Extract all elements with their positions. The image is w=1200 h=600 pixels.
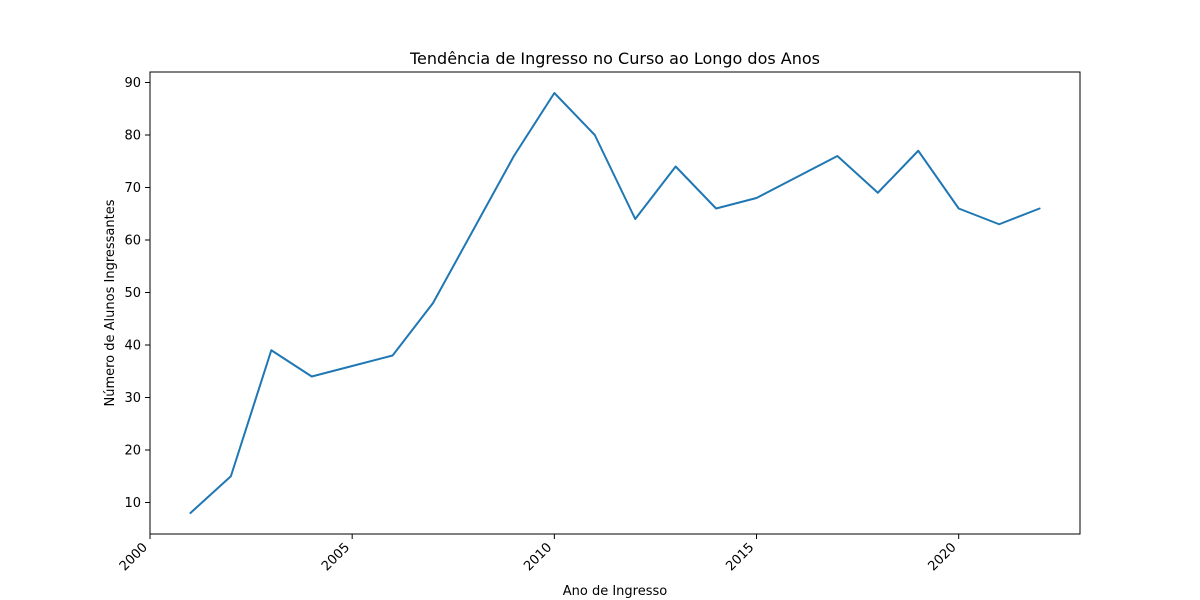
y-axis-ticks: 10 20 30 40 50 60 70 80 90 [124, 76, 150, 511]
plot-area [189, 92, 1041, 514]
y-tick-label: 50 [124, 286, 141, 301]
y-tick-label: 90 [124, 76, 141, 91]
y-tick-label: 30 [124, 391, 141, 406]
y-tick-label: 20 [124, 444, 141, 459]
series-line-0 [189, 92, 1041, 514]
y-tick-label: 80 [124, 129, 141, 144]
plot-frame [149, 71, 1081, 535]
chart-title: Tendência de Ingresso no Curso ao Longo … [409, 49, 820, 68]
y-tick-label: 60 [124, 234, 141, 249]
y-tick-label: 70 [124, 181, 141, 196]
x-axis-label: Ano de Ingresso [563, 584, 668, 599]
y-tick-label: 40 [124, 339, 141, 354]
y-axis-label: Número de Alunos Ingressantes [103, 199, 118, 406]
y-tick-label: 10 [124, 496, 141, 511]
